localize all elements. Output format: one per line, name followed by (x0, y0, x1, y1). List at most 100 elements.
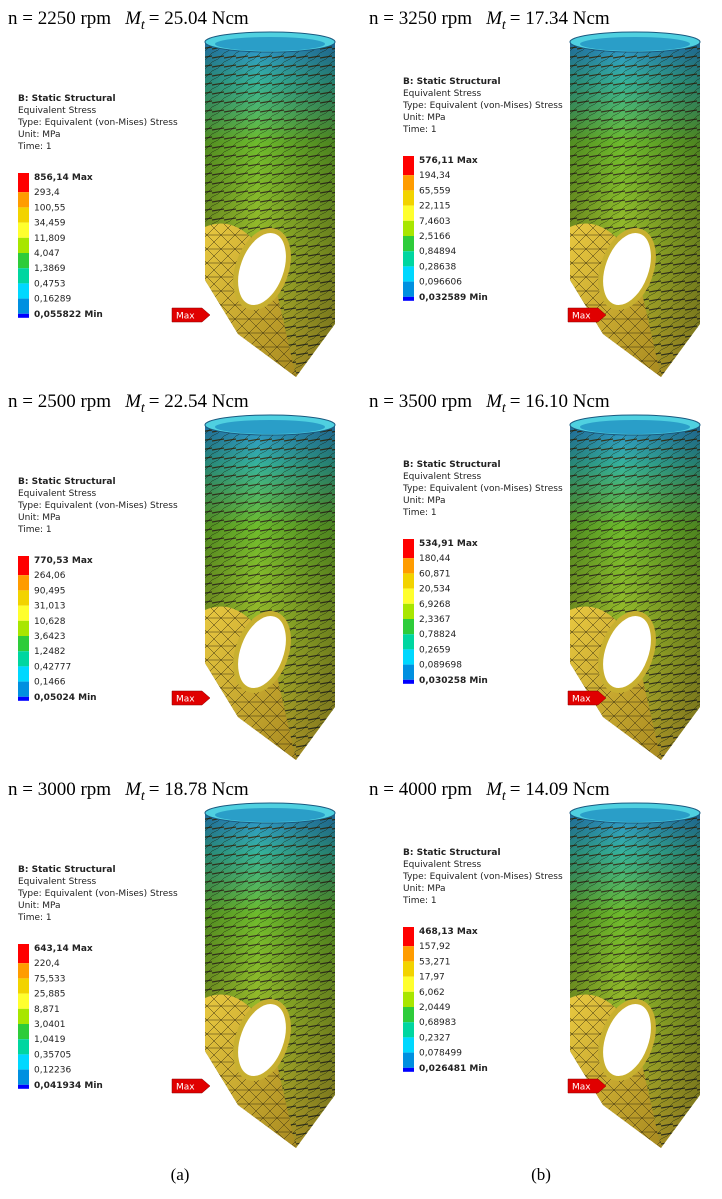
legend-swatch (18, 313, 29, 318)
legend-swatch (403, 619, 414, 635)
legend-line: Type: Equivalent (von-Mises) Stress (17, 501, 178, 511)
torque-symbol: M (485, 391, 503, 412)
legend-swatch (18, 1008, 29, 1024)
screw (570, 803, 700, 1148)
speed: n = 2500 rpm (8, 391, 111, 412)
legend-label: 0,026481 Min (419, 1064, 488, 1074)
torque: = 18.78 Ncm (149, 779, 249, 800)
legend-label: 0,078499 (419, 1049, 462, 1059)
legend-swatch (18, 651, 29, 667)
panel: n = 3500 rpm Mt = 16.10 Ncm Max B: Static St… (369, 391, 700, 760)
panel: n = 4000 rpm Mt = 14.09 Ncm Max B: Static St… (369, 779, 700, 1148)
legend-line: Equivalent Stress (403, 472, 482, 482)
panel-heading: n = 3000 rpm Mt = 18.78 Ncm (8, 779, 249, 804)
legend-label: 100,55 (34, 203, 66, 213)
legend-swatch (18, 207, 29, 223)
panel: n = 2250 rpm Mt = 25.04 Ncm Max B: Static St… (8, 8, 335, 377)
legend-swatch (18, 575, 29, 591)
legend-title: B: Static Structural (403, 460, 501, 470)
legend-swatch (18, 177, 29, 193)
max-tag-box (171, 307, 211, 323)
legend-line: Time: 1 (402, 896, 437, 906)
legend-label: 220,4 (34, 959, 60, 969)
legend-swatch (18, 237, 29, 253)
legend-label: 194,34 (419, 171, 451, 181)
legend-line: Time: 1 (402, 508, 437, 518)
legend-label: 1,0419 (34, 1035, 66, 1045)
legend-label: 1,2482 (34, 647, 66, 657)
legend-label: 8,871 (34, 1005, 60, 1015)
torque-symbol: M (124, 779, 142, 800)
legend-label: 770,53 Max (34, 556, 93, 566)
legend-label: 576,11 Max (419, 156, 478, 166)
legend-swatch (403, 664, 414, 680)
legend-line: Unit: MPa (18, 513, 61, 523)
legend-swatch (18, 1039, 29, 1055)
panel-heading: n = 2500 rpm Mt = 22.54 Ncm (8, 391, 249, 416)
legend-label: 0,42777 (34, 662, 71, 672)
legend-swatch (403, 281, 414, 297)
screw (205, 32, 335, 377)
legend-swatch (18, 1024, 29, 1040)
legend-swatch (18, 268, 29, 284)
legend-label: 0,2659 (419, 645, 451, 655)
legend-line: Time: 1 (17, 525, 52, 535)
legend-label: 90,495 (34, 586, 66, 596)
legend-label: 20,534 (419, 585, 451, 595)
speed: n = 3000 rpm (8, 779, 111, 800)
legend-swatch (403, 927, 414, 931)
legend-label: 534,91 Max (419, 539, 478, 549)
max-tag: Max (572, 1083, 591, 1093)
legend-swatch (403, 160, 414, 176)
screw (570, 32, 700, 377)
legend-label: 2,3367 (419, 615, 451, 625)
legend-swatch (403, 679, 414, 684)
legend-swatch (403, 946, 414, 962)
legend-label: 6,062 (419, 988, 445, 998)
legend-swatch (18, 192, 29, 208)
torque-subscript: t (141, 789, 146, 804)
legend-label: 0,78824 (419, 630, 456, 640)
max-tag-box (171, 1078, 211, 1094)
legend-swatch (18, 253, 29, 269)
legend-swatch (403, 649, 414, 665)
legend-swatch (403, 236, 414, 252)
legend-label: 10,628 (34, 617, 66, 627)
legend-label: 293,4 (34, 188, 60, 198)
max-tag: Max (176, 1083, 195, 1093)
speed: n = 3500 rpm (369, 391, 472, 412)
legend-label: 0,055822 Min (34, 310, 103, 320)
torque-symbol: M (124, 391, 142, 412)
torque-subscript: t (141, 18, 146, 33)
legend-swatch (403, 251, 414, 267)
legend-label: 3,6423 (34, 632, 66, 642)
legend-label: 0,2327 (419, 1033, 451, 1043)
max-tag: Max (176, 695, 195, 705)
legend-line: Unit: MPa (403, 884, 446, 894)
legend-line: Time: 1 (17, 913, 52, 923)
legend-label: 25,885 (34, 990, 66, 1000)
legend-swatch (403, 539, 414, 543)
legend-line: Type: Equivalent (von-Mises) Stress (402, 872, 563, 882)
max-tag-box (567, 307, 607, 323)
legend-swatch (403, 976, 414, 992)
panel-heading: n = 3250 rpm Mt = 17.34 Ncm (369, 8, 610, 33)
legend-swatch (403, 573, 414, 589)
legend-label: 0,84894 (419, 247, 456, 257)
legend-line: Type: Equivalent (von-Mises) Stress (17, 889, 178, 899)
max-tag-box (567, 1078, 607, 1094)
legend-swatch (18, 298, 29, 314)
legend-label: 0,096606 (419, 278, 462, 288)
legend-swatch (18, 283, 29, 299)
legend-label: 0,12236 (34, 1066, 71, 1076)
legend-swatch (403, 603, 414, 619)
max-tag-box (171, 690, 211, 706)
legend-line: Equivalent Stress (403, 860, 482, 870)
legend-label: 643,14 Max (34, 944, 93, 954)
max-tag: Max (176, 312, 195, 322)
legend-swatch (18, 993, 29, 1009)
legend-swatch (18, 560, 29, 576)
legend-label: 75,533 (34, 974, 66, 984)
legend-swatch (403, 634, 414, 650)
legend-label: 2,0449 (419, 1003, 451, 1013)
